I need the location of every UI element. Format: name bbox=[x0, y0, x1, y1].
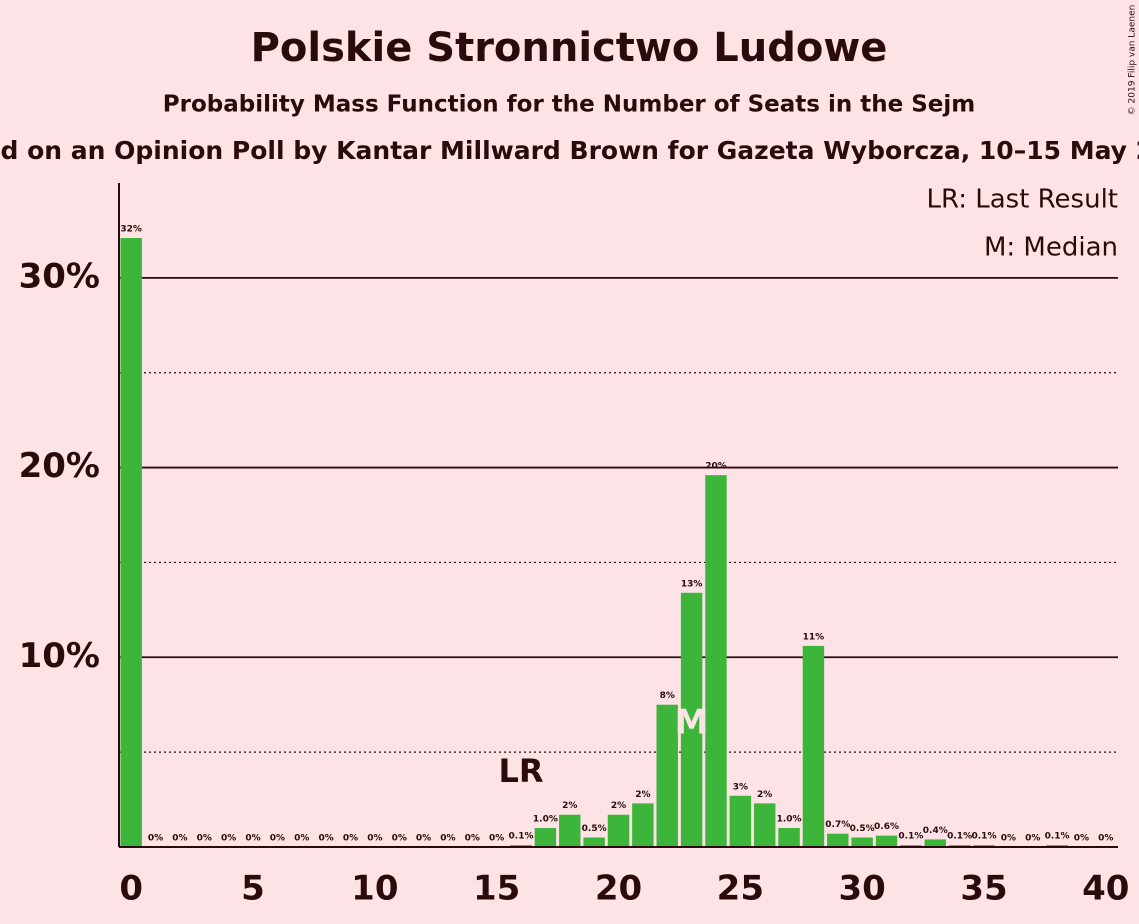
value-label: 8% bbox=[660, 691, 675, 701]
bar bbox=[729, 795, 752, 847]
value-label: 2% bbox=[611, 801, 626, 811]
value-label: 2% bbox=[562, 801, 577, 811]
value-label: 0% bbox=[172, 834, 187, 844]
y-tick-label: 30% bbox=[19, 256, 100, 296]
value-label: 20% bbox=[705, 462, 727, 472]
chart-subtitle: Based on an Opinion Poll by Kantar Millw… bbox=[0, 136, 1139, 165]
x-tick-label: 0 bbox=[119, 869, 143, 909]
bar bbox=[778, 828, 800, 847]
bar bbox=[583, 837, 605, 847]
x-tick-label: 10 bbox=[351, 869, 398, 909]
value-label: 1.0% bbox=[777, 815, 802, 825]
bar bbox=[827, 833, 849, 847]
value-label: 0% bbox=[270, 834, 285, 844]
value-label: 0.5% bbox=[850, 824, 875, 834]
bar bbox=[559, 814, 581, 847]
bar bbox=[875, 835, 898, 847]
value-label: 0% bbox=[1098, 834, 1113, 844]
x-tick-label: 30 bbox=[838, 869, 885, 909]
value-label: 0% bbox=[294, 834, 309, 844]
bar bbox=[534, 828, 557, 847]
x-tick-label: 20 bbox=[595, 869, 642, 909]
bar bbox=[632, 803, 654, 847]
value-label: 0.1% bbox=[509, 832, 534, 842]
value-label: 0% bbox=[465, 834, 480, 844]
value-label: 0% bbox=[489, 834, 504, 844]
bar bbox=[120, 238, 142, 847]
value-label: 2% bbox=[635, 790, 650, 800]
bar bbox=[924, 839, 946, 847]
bar bbox=[607, 814, 630, 847]
value-label: 0% bbox=[148, 834, 163, 844]
value-label: 0.1% bbox=[947, 832, 972, 842]
chart-title: Polskie Stronnictwo Ludowe bbox=[251, 25, 888, 71]
median-marker: M bbox=[675, 703, 709, 743]
value-label: 0% bbox=[221, 834, 236, 844]
value-label: 0% bbox=[318, 834, 333, 844]
copyright: © 2019 Filip van Laenen bbox=[1128, 5, 1138, 116]
bar bbox=[656, 704, 678, 847]
value-label: 0% bbox=[1025, 834, 1040, 844]
value-label: 0% bbox=[367, 834, 382, 844]
y-tick-label: 20% bbox=[19, 446, 100, 486]
value-label: 0.4% bbox=[923, 826, 948, 836]
value-label: 0.1% bbox=[972, 832, 997, 842]
value-label: 0% bbox=[245, 834, 260, 844]
value-label: 0% bbox=[392, 834, 407, 844]
value-label: 0.5% bbox=[582, 824, 607, 834]
value-label: 0.1% bbox=[898, 832, 923, 842]
value-label: 0.1% bbox=[1045, 832, 1070, 842]
legend-entry: M: Median bbox=[984, 233, 1118, 263]
value-label: 3% bbox=[733, 782, 748, 792]
value-label: 0% bbox=[1074, 834, 1089, 844]
value-label: 0% bbox=[343, 834, 358, 844]
value-label: 0.7% bbox=[825, 820, 850, 830]
x-tick-label: 35 bbox=[960, 869, 1007, 909]
x-tick-label: 25 bbox=[717, 869, 764, 909]
y-tick-label: 10% bbox=[19, 636, 100, 676]
value-label: 13% bbox=[681, 579, 703, 589]
bar bbox=[802, 645, 825, 847]
value-label: 0% bbox=[197, 834, 212, 844]
bar bbox=[680, 592, 703, 847]
chart-subtitle: Probability Mass Function for the Number… bbox=[163, 92, 975, 118]
x-tick-label: 40 bbox=[1082, 869, 1129, 909]
value-label: 2% bbox=[757, 790, 772, 800]
x-tick-label: 15 bbox=[473, 869, 520, 909]
bar bbox=[851, 837, 873, 847]
value-label: 11% bbox=[803, 632, 825, 642]
value-label: 1.0% bbox=[533, 815, 558, 825]
value-label: 0% bbox=[440, 834, 455, 844]
value-label: 0% bbox=[416, 834, 431, 844]
value-label: 0% bbox=[1001, 834, 1016, 844]
value-label: 32% bbox=[120, 225, 142, 235]
last-result-marker: LR bbox=[499, 752, 544, 790]
bar bbox=[705, 475, 727, 847]
legend-entry: LR: Last Result bbox=[926, 185, 1118, 215]
value-label: 0.6% bbox=[874, 822, 899, 832]
bar bbox=[753, 803, 776, 847]
x-tick-label: 5 bbox=[241, 869, 265, 909]
